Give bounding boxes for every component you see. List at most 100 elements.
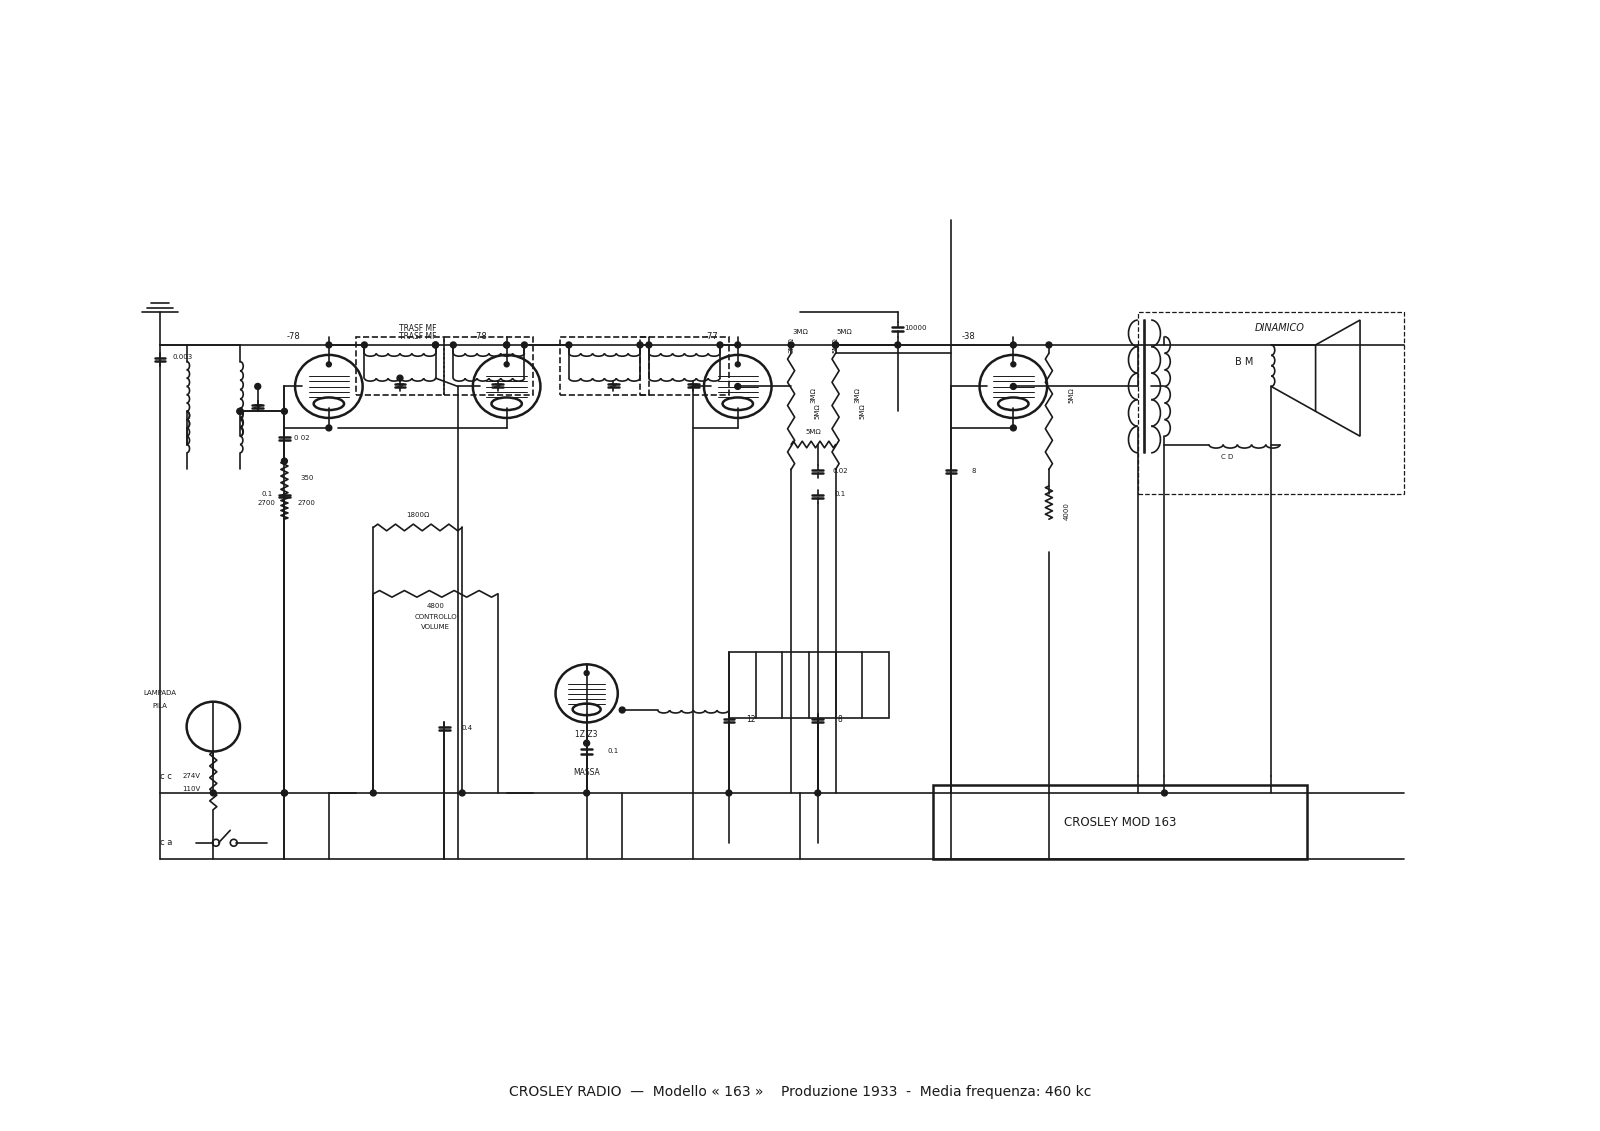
Text: 10000: 10000 [904,326,926,331]
Circle shape [397,375,403,381]
Circle shape [1010,383,1016,389]
Text: C D: C D [1221,454,1234,460]
Text: 110V: 110V [182,786,200,792]
Text: 4000: 4000 [1064,502,1070,520]
Text: c c: c c [160,771,171,780]
Text: 0.1: 0.1 [608,749,619,754]
Text: 0.003: 0.003 [173,354,192,361]
Text: 5MΩ: 5MΩ [832,337,838,353]
Text: 5MΩ: 5MΩ [1069,387,1074,403]
Circle shape [789,342,794,348]
Circle shape [584,671,589,675]
Text: DINAMICO: DINAMICO [1254,323,1306,334]
Text: 2700: 2700 [298,500,315,506]
Text: 5MΩ: 5MΩ [859,404,866,420]
Bar [640,337,730,395]
Text: 3MΩ: 3MΩ [789,337,794,353]
Text: -77: -77 [704,333,718,342]
Circle shape [832,342,838,348]
Text: CROSLEY RADIO  —  Modello « 163 »    Produzione 1933  -  Media frequenza: 460 kc: CROSLEY RADIO — Modello « 163 » Produzio… [509,1085,1091,1098]
Text: 5MΩ: 5MΩ [805,429,821,435]
Text: MASSA: MASSA [573,768,600,777]
Circle shape [584,740,590,746]
Text: B M: B M [1235,356,1254,366]
Bar [1138,312,1405,494]
Text: CONTROLLO: CONTROLLO [414,614,458,620]
Circle shape [282,408,288,414]
Circle shape [237,408,243,414]
Bar [560,337,650,395]
Text: 1800Ω: 1800Ω [406,512,429,518]
Text: CROSLEY MOD 163: CROSLEY MOD 163 [1064,815,1176,829]
Text: 3MΩ: 3MΩ [810,387,816,403]
Circle shape [237,408,243,414]
Circle shape [619,707,626,713]
Circle shape [432,342,438,348]
Circle shape [646,342,651,348]
Circle shape [282,791,288,796]
Circle shape [1010,425,1016,431]
Circle shape [282,791,288,796]
Text: 0 02: 0 02 [294,434,310,441]
Text: 8: 8 [838,716,842,725]
Text: 0.1: 0.1 [261,491,272,498]
Text: 12: 12 [746,716,755,725]
Text: 5MΩ: 5MΩ [814,404,821,420]
Circle shape [1162,791,1168,796]
Circle shape [734,342,741,348]
Circle shape [282,458,288,464]
Text: -78: -78 [474,333,486,342]
Text: 0.02: 0.02 [832,468,848,474]
Circle shape [432,342,438,348]
Text: -38: -38 [962,333,976,342]
Circle shape [362,342,368,348]
Text: 4800: 4800 [427,603,445,610]
Circle shape [726,791,731,796]
Circle shape [504,342,510,348]
Circle shape [1046,342,1051,348]
Text: -78: -78 [286,333,301,342]
Text: c a: c a [160,838,173,847]
Text: 2700: 2700 [258,500,275,506]
Circle shape [566,342,571,348]
Circle shape [210,791,216,796]
Circle shape [450,342,456,348]
Circle shape [832,342,838,348]
Bar [445,337,533,395]
Text: 350: 350 [299,475,314,481]
Text: 3MΩ: 3MΩ [792,329,808,336]
Circle shape [504,342,510,348]
Text: 5MΩ: 5MΩ [837,329,853,336]
Circle shape [326,342,331,348]
Text: 274V: 274V [182,774,200,779]
Text: VOLUME: VOLUME [421,624,450,630]
Circle shape [734,383,741,389]
Circle shape [504,362,509,366]
Circle shape [736,362,741,366]
Circle shape [637,342,643,348]
Circle shape [894,342,901,348]
Circle shape [459,791,466,796]
Circle shape [326,362,331,366]
Text: 0.4: 0.4 [461,725,472,732]
Text: PILA: PILA [152,702,168,709]
Circle shape [1011,362,1016,366]
Text: LAMPADA: LAMPADA [144,690,176,697]
Circle shape [814,791,821,796]
Text: 0.1: 0.1 [834,491,846,498]
Text: TRASF MF: TRASF MF [398,333,437,342]
Text: TRASF MF: TRASF MF [398,323,437,333]
Bar [730,651,890,718]
Text: 1Z Z3: 1Z Z3 [576,731,598,740]
Bar [355,337,445,395]
Text: 8: 8 [971,468,976,474]
Circle shape [522,342,528,348]
Circle shape [584,791,590,796]
Bar [933,785,1307,860]
Circle shape [1010,342,1016,348]
Circle shape [254,383,261,389]
Text: 3MΩ: 3MΩ [854,387,861,403]
Circle shape [326,425,331,431]
Circle shape [717,342,723,348]
Circle shape [370,791,376,796]
